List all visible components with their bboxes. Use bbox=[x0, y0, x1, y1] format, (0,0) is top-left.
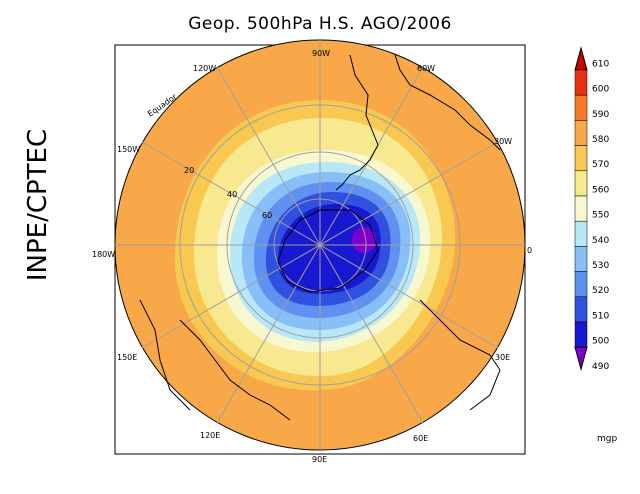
colorbar-label-570: 570 bbox=[592, 160, 609, 170]
australia-coast bbox=[179, 319, 291, 421]
colorbar-swatch-530 bbox=[574, 246, 588, 272]
colorbar-label-600: 600 bbox=[592, 85, 609, 95]
colorbar-swatch-590 bbox=[574, 94, 588, 121]
colorbar-swatch-500 bbox=[574, 321, 588, 348]
colorbar-top-arrow bbox=[574, 46, 588, 71]
label-30w: 30W bbox=[494, 137, 512, 146]
colorbar-label-500: 500 bbox=[592, 337, 609, 347]
colorbar: 610 600 590 580 570 560 550 540 530 520 510 500 490 bbox=[574, 46, 609, 372]
colorbar-label-560: 560 bbox=[592, 185, 609, 195]
colorbar-label-550: 550 bbox=[592, 211, 609, 221]
colorbar-label-540: 540 bbox=[592, 236, 609, 246]
map-title: Geop. 500hPa H.S. AGO/2006 bbox=[188, 14, 452, 34]
label-90e: 90E bbox=[312, 455, 327, 464]
band-490 bbox=[352, 227, 376, 253]
meridians bbox=[115, 40, 525, 450]
colorbar-label-610: 610 bbox=[592, 59, 609, 69]
label-120w: 120W bbox=[193, 64, 216, 73]
colorbar-unit: mgp bbox=[597, 434, 617, 444]
colorbar-label-580: 580 bbox=[592, 135, 609, 145]
colorbar-label-520: 520 bbox=[592, 286, 609, 296]
label-lat-60: 60 bbox=[262, 211, 272, 220]
label-lat-40: 40 bbox=[227, 190, 237, 199]
south-america-coast bbox=[335, 54, 379, 191]
colorbar-swatch-580 bbox=[574, 120, 588, 146]
colorbar-swatch-600 bbox=[574, 69, 588, 96]
africa-coast bbox=[419, 299, 501, 411]
colorbar-label-510: 510 bbox=[592, 311, 609, 321]
label-lat-20: 20 bbox=[184, 166, 194, 175]
colorbar-label-490: 490 bbox=[592, 362, 609, 372]
label-60e: 60E bbox=[413, 434, 428, 443]
antarctica-coast bbox=[277, 209, 379, 293]
label-120e: 120E bbox=[200, 431, 220, 440]
colorbar-swatch-570 bbox=[574, 145, 588, 172]
new-zealand-coast bbox=[139, 299, 191, 411]
colorbar-label-530: 530 bbox=[592, 261, 609, 271]
brazil-coast bbox=[394, 54, 501, 151]
colorbar-swatch-540 bbox=[574, 220, 588, 247]
colorbar-label-590: 590 bbox=[592, 110, 609, 120]
colorbar-swatch-550 bbox=[574, 195, 588, 222]
colorbar-swatch-560 bbox=[574, 170, 588, 197]
colorbar-swatch-520 bbox=[574, 271, 588, 298]
label-30e: 30E bbox=[495, 353, 510, 362]
label-150w: 150W bbox=[117, 145, 140, 154]
band-500 bbox=[277, 204, 381, 294]
label-90w: 90W bbox=[312, 49, 330, 58]
colorbar-bottom-arrow bbox=[574, 346, 588, 372]
coastlines bbox=[139, 54, 501, 421]
label-0: 0 bbox=[527, 246, 532, 255]
label-60w: 60W bbox=[417, 64, 435, 73]
label-150e: 150E bbox=[117, 353, 137, 362]
label-180w: 180W bbox=[92, 250, 115, 259]
colorbar-swatch-510 bbox=[574, 296, 588, 323]
